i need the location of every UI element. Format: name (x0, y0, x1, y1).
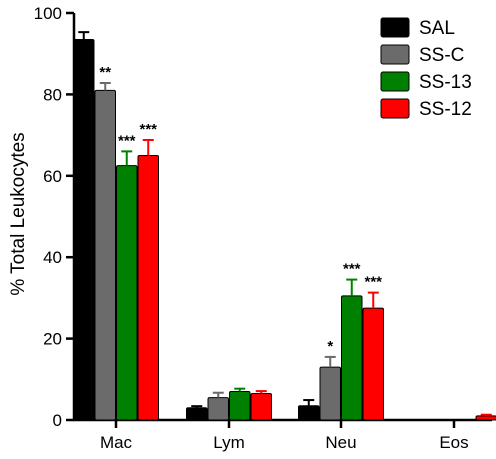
legend: SAL SS-C SS-13 SS-12 (380, 17, 472, 120)
significance-label: ** (99, 64, 111, 81)
significance-label: *** (118, 132, 136, 149)
y-axis-title: % Total Leukocytes (8, 132, 29, 295)
bar (94, 89, 116, 421)
legend-entry: SS-12 (419, 99, 472, 120)
bar (186, 407, 208, 421)
significance-label: *** (364, 274, 382, 291)
bar (207, 397, 229, 421)
bar (229, 391, 251, 421)
bar (137, 154, 159, 421)
bar (116, 165, 138, 421)
bar (298, 405, 320, 421)
legend-swatch (380, 44, 410, 65)
significance-label: *** (139, 121, 157, 138)
bar (319, 366, 341, 421)
bar (362, 307, 384, 421)
legend-entry: SS-C (419, 45, 464, 66)
y-tick-label: 80 (43, 85, 62, 104)
bar (475, 415, 496, 421)
y-tick-label: 40 (43, 248, 62, 267)
x-tick-label: Mac (100, 433, 133, 452)
y-tick-label: 20 (43, 330, 62, 349)
bar (341, 295, 363, 421)
legend-swatch (380, 98, 410, 119)
y-tick-label: 60 (43, 167, 62, 186)
legend-swatch (380, 71, 410, 92)
x-tick-label: Neu (325, 433, 356, 452)
legend-entry: SAL (419, 18, 455, 39)
bar (73, 38, 95, 421)
x-tick-label: Lym (213, 433, 245, 452)
significance-label: * (327, 338, 333, 355)
legend-swatch (380, 17, 410, 38)
y-tick-label: 100 (34, 4, 62, 23)
x-tick-label: Eos (439, 433, 468, 452)
bar (250, 393, 272, 421)
y-tick-label: 0 (53, 411, 62, 430)
significance-label: *** (343, 261, 361, 278)
legend-entry: SS-13 (419, 72, 472, 93)
